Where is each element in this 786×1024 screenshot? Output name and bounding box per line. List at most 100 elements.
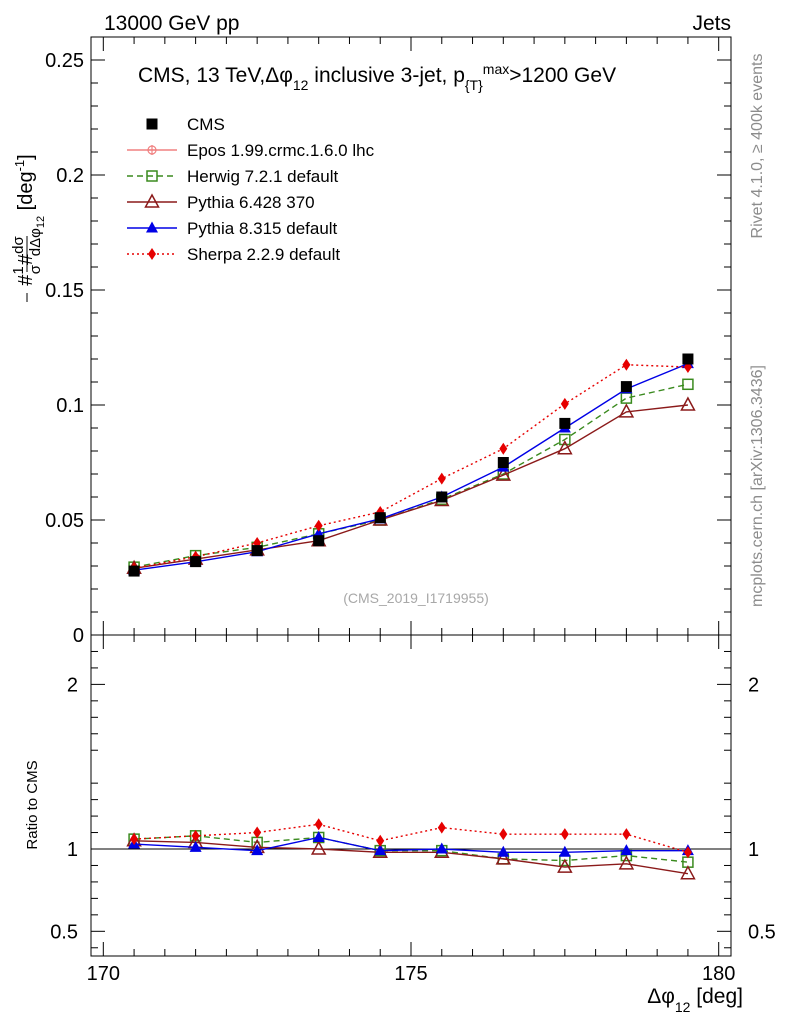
legend-label-herwig-7-2-1-default: Herwig 7.2.1 default — [187, 167, 338, 186]
legend-marker-sherpa-2-2-9-default — [148, 248, 156, 260]
y-axis-label: #1σ#dσdΔφ12 [deg-1] — [10, 154, 47, 302]
ylabel-frac1-num: 1 — [10, 266, 27, 274]
data-point-cms — [559, 417, 571, 429]
xlabel-main: Δφ — [647, 985, 675, 1008]
data-point-cms — [251, 545, 263, 557]
ratio-point-pythia-8-315-default — [312, 830, 325, 842]
ratio-point-sherpa-2-2-9-default — [683, 846, 692, 859]
y-tick-label: 0.1 — [56, 395, 84, 417]
legend-label-cms: CMS — [187, 115, 225, 134]
xlabel-sub: 12 — [675, 999, 691, 1015]
ylabel-unit-end: ] — [15, 154, 37, 160]
legend-item-sherpa-2-2-9-default: Sherpa 2.2.9 default — [127, 245, 340, 264]
ratio-point-sherpa-2-2-9-default — [437, 821, 446, 834]
data-point-herwig-7-2-1-default — [559, 433, 571, 446]
ratio-point-pythia-8-315-default — [497, 845, 510, 857]
ylabel-unit: [deg — [15, 171, 37, 215]
data-point-pythia-6-428-370 — [680, 396, 696, 411]
ratio-frame — [90, 634, 732, 957]
ratio-axis-ticks: 170 175 180 0.5 0.5 1 1 2 2 — [50, 635, 776, 985]
legend-label-epos-1-99-crmc-1-6-0-lhc: Epos 1.99.crmc.1.6.0 lhc — [187, 141, 375, 160]
series-line-sherpa-2-2-9-default — [133, 364, 688, 569]
legend-item-epos-1-99-crmc-1-6-0-lhc: Epos 1.99.crmc.1.6.0 lhc — [127, 141, 375, 160]
ratio-point-sherpa-2-2-9-default — [560, 828, 569, 841]
ratio-point-pythia-6-428-370 — [557, 858, 573, 873]
x-axis-label: Δφ12 [deg] — [647, 985, 743, 1015]
ratio-line-herwig-7-2-1-default — [134, 835, 688, 863]
ratio-point-pythia-8-315-default — [435, 842, 448, 854]
data-point-cms — [313, 535, 325, 547]
legend: CMS Epos 1.99.crmc.1.6.0 lhc Herwig 7.2.1 … — [127, 115, 375, 264]
data-point-cms — [620, 381, 632, 393]
ylabel-unit-sup: -1 — [12, 160, 27, 172]
x-tick-label: 175 — [394, 963, 427, 985]
ylabel-hash2: # — [15, 253, 37, 265]
ratio-point-pythia-6-428-370 — [680, 865, 696, 880]
legend-item-pythia-6-428-370: Pythia 6.428 370 — [127, 193, 315, 212]
legend-item-pythia-8-315-default: Pythia 8.315 default — [127, 219, 338, 238]
y-tick-label: 0.05 — [45, 510, 84, 532]
data-point-cms — [436, 491, 448, 503]
ratio-point-sherpa-2-2-9-default — [314, 818, 323, 831]
legend-item-herwig-7-2-1-default: Herwig 7.2.1 default — [127, 167, 338, 186]
title-mid: inclusive 3-jet, p — [308, 64, 464, 87]
ratio-line-pythia-6-428-370 — [134, 840, 689, 875]
ylabel-frac1-den: σ — [27, 264, 44, 274]
ratio-point-pythia-6-428-370 — [310, 840, 327, 855]
ratio-tick-label: 1 — [748, 839, 759, 861]
legend-marker-pythia-8-315-default — [146, 221, 158, 233]
series-pythia-8-315-default — [128, 357, 694, 857]
data-point-cms — [190, 556, 202, 568]
data-point-sherpa-2-2-9-default — [437, 472, 446, 485]
series-layer — [126, 353, 696, 880]
ratio-point-pythia-8-315-default — [620, 844, 633, 856]
side-rivet-label: Rivet 4.1.0, ≥ 400k events — [749, 54, 766, 239]
legend-label-sherpa-2-2-9-default: Sherpa 2.2.9 default — [187, 245, 340, 264]
ratio-point-pythia-8-315-default — [189, 840, 202, 852]
series-cms — [128, 353, 694, 577]
legend-item-cms: CMS — [146, 115, 225, 134]
ratio-point-pythia-6-428-370 — [495, 850, 512, 865]
xlabel-unit: [deg] — [690, 985, 743, 1008]
series-line-pythia-8-315-default — [133, 362, 689, 571]
header-left: 13000 GeV pp — [104, 12, 239, 35]
ratio-point-pythia-6-428-370 — [618, 855, 635, 870]
x-tick-label: 180 — [702, 963, 735, 985]
y-tick-label: 0.15 — [45, 280, 84, 302]
ratio-tick-label: 2 — [748, 674, 759, 696]
series-line-pythia-6-428-370 — [133, 404, 689, 569]
y-tick-label: 0 — [73, 625, 84, 647]
title-sub2: {T} — [465, 77, 483, 93]
main-axis-ticks: 0 0.05 0.1 0.15 0.2 0.25 — [45, 36, 731, 647]
ratio-point-sherpa-2-2-9-default — [622, 828, 631, 841]
data-point-sherpa-2-2-9-default — [560, 397, 569, 410]
ratio-tick-label: 0.5 — [748, 921, 776, 943]
data-point-sherpa-2-2-9-default — [314, 519, 323, 532]
legend-marker-herwig-7-2-1-default — [146, 170, 158, 182]
ratio-point-sherpa-2-2-9-default — [253, 826, 262, 839]
ratio-point-sherpa-2-2-9-default — [191, 829, 200, 842]
ylabel-frac2-num: dσ — [10, 236, 27, 254]
chart-title: CMS, 13 TeV,Δφ12 inclusive 3-jet, p{T}ma… — [138, 61, 616, 93]
title-main: CMS, 13 TeV,Δφ — [138, 64, 293, 87]
data-point-cms — [497, 457, 509, 468]
ratio-line-pythia-8-315-default — [134, 836, 688, 853]
ratio-line-sherpa-2-2-9-default — [134, 823, 689, 853]
side-mcplots-label: mcplots.cern.ch [arXiv:1306.3436] — [749, 365, 766, 607]
title-end: >1200 GeV — [509, 64, 616, 87]
y-tick-label: 0.2 — [56, 165, 84, 187]
ratio-tick-label: 1 — [67, 839, 78, 861]
series-sherpa-2-2-9-default — [130, 358, 692, 859]
ratio-point-sherpa-2-2-9-default — [376, 834, 385, 847]
x-tick-label: 170 — [87, 963, 120, 985]
ratio-tick-label: 2 — [67, 674, 78, 696]
ratio-point-sherpa-2-2-9-default — [130, 833, 139, 846]
data-point-cms — [374, 512, 386, 524]
legend-marker-epos-1-99-crmc-1-6-0-lhc — [147, 145, 157, 155]
header-right: Jets — [692, 12, 731, 35]
data-point-cms — [128, 565, 140, 577]
ratio-point-sherpa-2-2-9-default — [499, 828, 508, 841]
ratio-point-pythia-8-315-default — [251, 844, 264, 856]
data-point-sherpa-2-2-9-default — [499, 442, 508, 455]
